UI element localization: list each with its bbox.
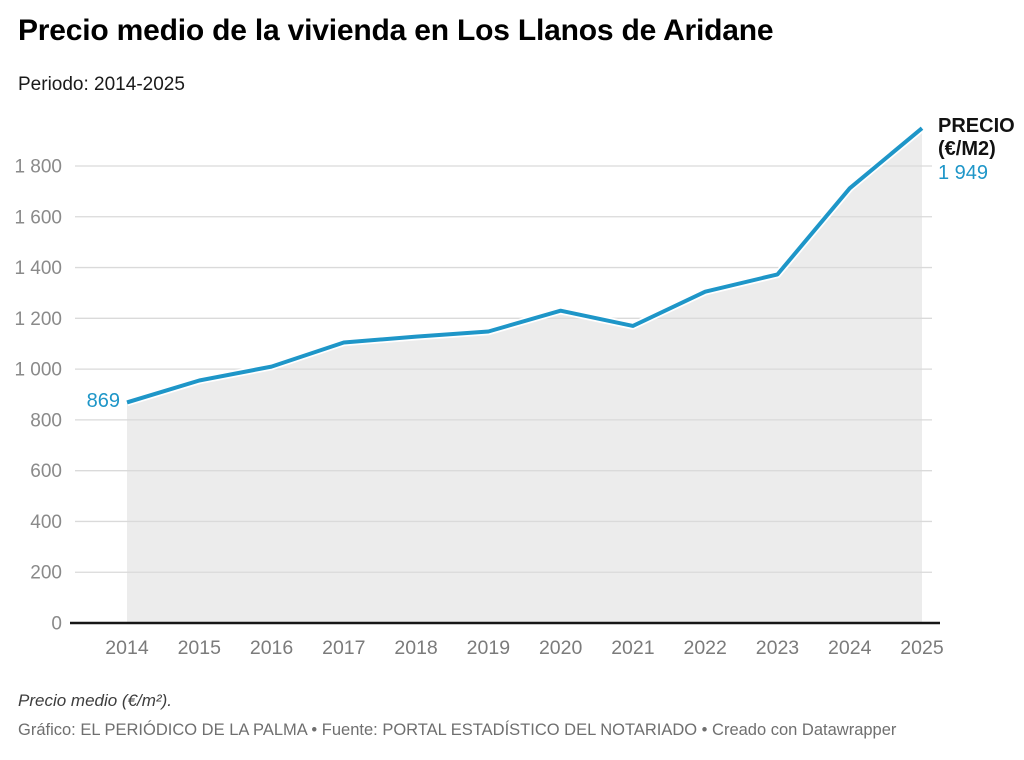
footer-credits: Gráfico: EL PERIÓDICO DE LA PALMA • Fuen… [18,721,897,739]
y-axis-tick-label: 800 [30,410,62,431]
x-axis-tick-label: 2021 [611,637,654,659]
series-label: PRECIO (€/M2) 1 949 [938,115,1015,185]
y-axis-tick-label: 200 [30,563,62,584]
footer-note: Precio medio (€/m²). [18,691,172,710]
first-value-label: 869 [86,390,120,412]
y-axis-tick-label: 600 [30,461,62,482]
area-fill [127,128,922,623]
price-line [126,126,924,405]
x-axis-tick-label: 2024 [828,637,872,659]
x-axis-tick-label: 2025 [900,637,944,659]
chart-subtitle: Periodo: 2014-2025 [18,74,185,95]
series-label-line2: (€/M2) [938,138,996,160]
chart-title: Precio medio de la vivienda en Los Llano… [18,14,774,47]
y-axis-tick-label: 1 600 [14,207,62,228]
series-label-line1: PRECIO [938,115,1015,137]
y-axis-tick-label: 1 800 [14,157,62,178]
x-axis-tick-label: 2022 [683,637,726,659]
x-axis-tick-label: 2023 [756,637,799,659]
x-axis-tick-label: 2018 [394,637,437,659]
x-axis-tick-label: 2020 [539,637,583,659]
x-axis-tick-label: 2015 [178,637,222,659]
y-axis-tick-label: 1 000 [14,360,62,381]
y-axis-tick-label: 1 200 [14,309,62,330]
x-axis-tick-label: 2014 [105,637,149,659]
y-axis-tick-label: 1 400 [14,258,62,279]
x-axis-tick-label: 2017 [322,637,365,659]
x-axis-tick-label: 2019 [467,637,510,659]
last-value-label: 1 949 [938,162,989,184]
x-axis-tick-label: 2016 [250,637,293,659]
y-axis-tick-label: 400 [30,512,62,533]
y-axis-tick-label: 0 [51,614,62,635]
